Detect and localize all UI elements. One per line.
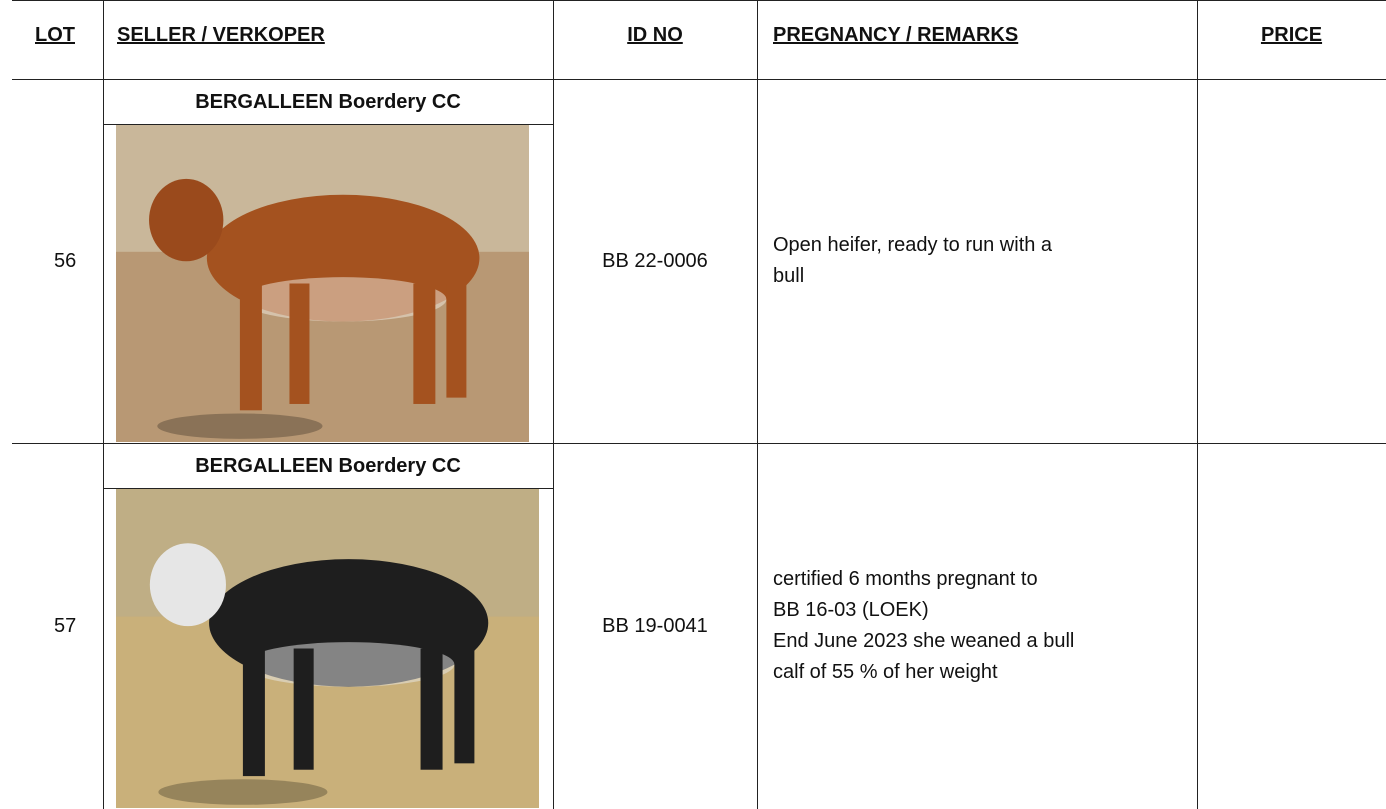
seller-border	[103, 124, 553, 125]
photo-art	[116, 125, 529, 442]
remarks-line: certified 6 months pregnant to	[773, 568, 1038, 590]
remarks-line: bull	[773, 265, 805, 287]
seller: BERGALLEEN Boerdery CC	[195, 455, 461, 477]
photo-art	[116, 489, 539, 808]
header-price: PRICE	[1260, 24, 1323, 46]
seller-border	[103, 488, 553, 489]
row-border	[12, 443, 1386, 444]
remarks: certified 6 months pregnant to BB 16-03 (…	[773, 564, 1183, 688]
row-border	[12, 79, 1386, 80]
lot: 56	[54, 250, 77, 272]
remarks-line: calf of 55 % of her weight	[773, 661, 998, 683]
id-no: BB 22-0006	[602, 250, 708, 272]
header-lot: LOT	[35, 24, 75, 46]
column-border	[103, 0, 104, 809]
lot: 57	[54, 615, 77, 637]
remarks-line: Open heifer, ready to run with a	[773, 234, 1053, 256]
row-border	[12, 0, 1386, 1]
remarks-line: End June 2023 she weaned a bull	[773, 630, 1075, 652]
column-border	[1197, 0, 1198, 809]
header-remarks: PREGNANCY / REMARKS	[773, 24, 1019, 46]
column-border	[757, 0, 758, 809]
column-border	[553, 0, 554, 809]
header-id: ID NO	[627, 24, 683, 46]
remarks-line: BB 16-03 (LOEK)	[773, 599, 929, 621]
id-no: BB 19-0041	[602, 615, 708, 637]
seller: BERGALLEEN Boerdery CC	[195, 91, 461, 113]
photo	[116, 125, 529, 442]
remarks: Open heifer, ready to run with a bull	[773, 230, 1183, 292]
photo	[116, 489, 539, 808]
header-seller: SELLER / VERKOPER	[117, 24, 325, 46]
